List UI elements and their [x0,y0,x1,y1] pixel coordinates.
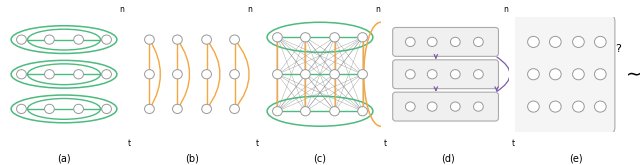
Circle shape [573,69,584,80]
Text: t: t [128,139,131,148]
Circle shape [45,35,54,44]
Circle shape [428,37,437,47]
Text: t: t [384,139,387,148]
Text: (a): (a) [57,153,71,163]
Circle shape [474,70,483,79]
Circle shape [230,104,239,114]
Circle shape [358,107,367,116]
Circle shape [74,70,83,79]
Circle shape [202,70,211,79]
Circle shape [573,36,584,48]
Circle shape [550,36,561,48]
Circle shape [428,102,437,111]
Circle shape [550,101,561,112]
Circle shape [358,33,367,42]
Circle shape [301,107,310,116]
Circle shape [202,35,211,44]
Circle shape [595,69,606,80]
Circle shape [230,70,239,79]
Circle shape [406,70,415,79]
Circle shape [273,70,282,79]
Text: n: n [503,5,508,14]
Circle shape [358,70,367,79]
Circle shape [173,104,182,114]
Circle shape [230,35,239,44]
Circle shape [17,35,26,44]
FancyBboxPatch shape [393,92,499,121]
Circle shape [202,104,211,114]
FancyBboxPatch shape [393,28,499,56]
Circle shape [474,37,483,47]
FancyBboxPatch shape [513,14,615,134]
Circle shape [527,101,540,112]
FancyBboxPatch shape [393,60,499,89]
Text: n: n [375,5,380,14]
Circle shape [595,101,606,112]
Text: t: t [512,139,515,148]
Text: (d): (d) [441,153,455,163]
Circle shape [527,69,540,80]
Text: (c): (c) [314,153,326,163]
Text: (b): (b) [185,153,199,163]
Circle shape [173,70,182,79]
Circle shape [474,102,483,111]
Text: ?: ? [616,44,621,54]
Circle shape [145,104,154,114]
Circle shape [17,104,26,114]
Text: (e): (e) [569,153,583,163]
Circle shape [406,102,415,111]
Circle shape [301,70,310,79]
Circle shape [527,36,540,48]
Circle shape [17,70,26,79]
Text: n: n [119,5,124,14]
Circle shape [330,33,339,42]
Circle shape [102,35,111,44]
Circle shape [74,104,83,114]
Circle shape [451,70,460,79]
Circle shape [102,104,111,114]
Text: $\sim \!\boldsymbol{p}$: $\sim \!\boldsymbol{p}$ [622,67,640,86]
Circle shape [74,35,83,44]
Circle shape [406,37,415,47]
Circle shape [595,36,606,48]
Circle shape [428,70,437,79]
Circle shape [451,102,460,111]
Circle shape [102,70,111,79]
Circle shape [451,37,460,47]
Circle shape [550,69,561,80]
Text: n: n [247,5,252,14]
Circle shape [330,107,339,116]
Circle shape [273,107,282,116]
Circle shape [330,70,339,79]
Circle shape [145,70,154,79]
Circle shape [145,35,154,44]
Circle shape [273,33,282,42]
Circle shape [45,70,54,79]
Circle shape [45,104,54,114]
Circle shape [173,35,182,44]
Circle shape [301,33,310,42]
Text: t: t [256,139,259,148]
Circle shape [573,101,584,112]
